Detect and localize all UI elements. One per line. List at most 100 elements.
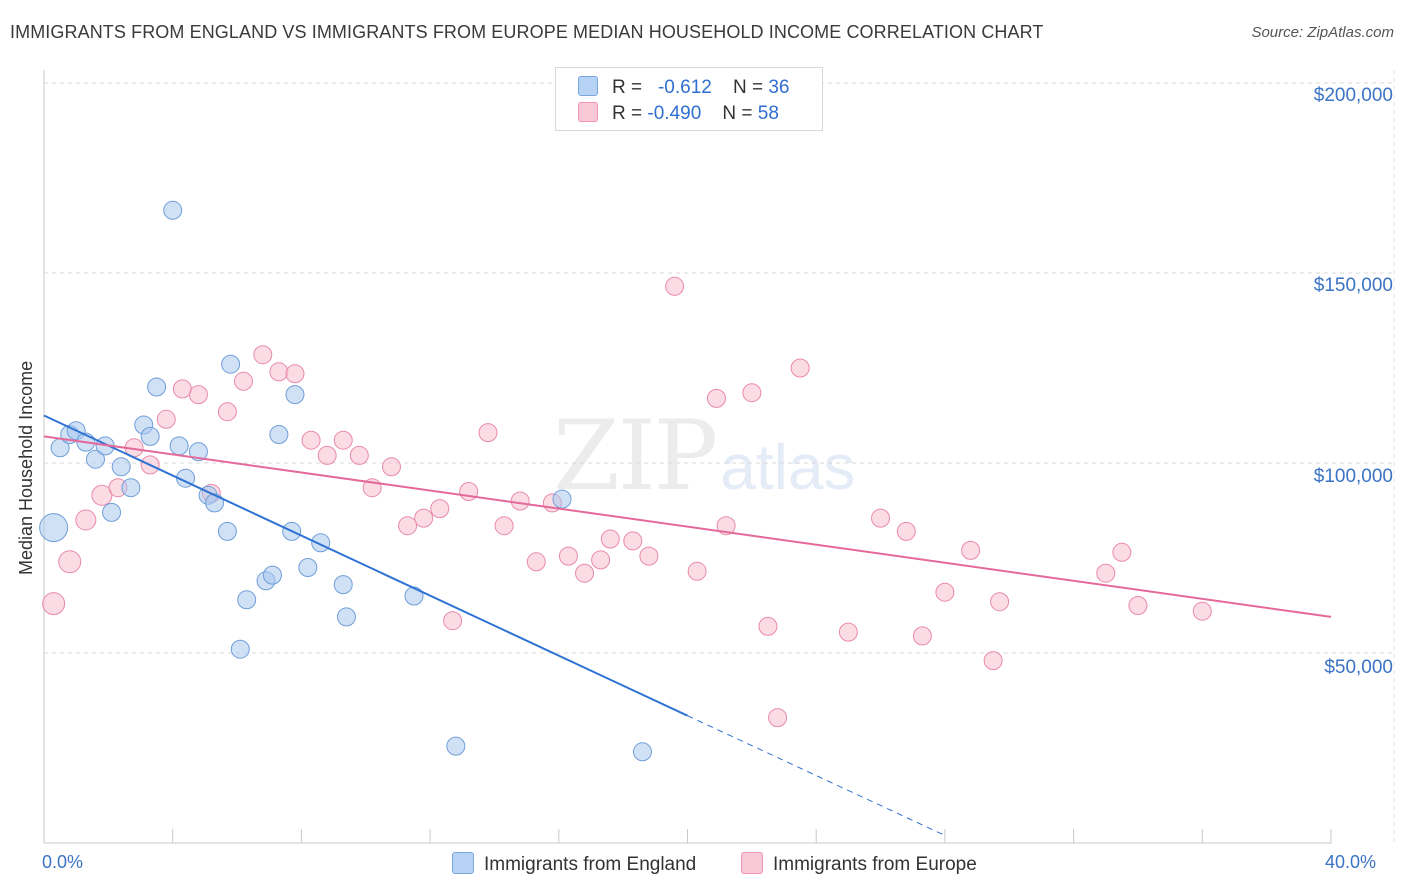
europe-point <box>706 388 726 408</box>
y-axis-label: Median Household Income <box>16 360 36 575</box>
england-n-label: N = <box>732 77 764 98</box>
england-point <box>632 742 652 762</box>
england-point <box>333 575 353 595</box>
europe-point <box>871 508 891 528</box>
gridlines <box>44 70 1395 843</box>
trend-lines <box>43 414 1332 836</box>
europe-point <box>838 622 858 642</box>
europe-point <box>961 540 981 560</box>
england-point <box>446 736 466 756</box>
europe-n-value: 58 <box>757 103 779 124</box>
europe-point <box>1112 542 1132 562</box>
england-point <box>237 590 257 610</box>
legend-item-europe: Immigrants from Europe <box>741 852 977 876</box>
england-point <box>39 513 69 543</box>
europe-point <box>443 611 463 631</box>
europe-point <box>188 385 208 405</box>
england-n-value: 36 <box>768 77 790 98</box>
europe-point <box>558 546 578 566</box>
y-tick-50000: $50,000 <box>1324 657 1393 678</box>
europe-point <box>478 423 498 443</box>
watermark-atlas: atlas <box>720 431 856 503</box>
europe-point <box>742 383 762 403</box>
england-point <box>121 478 141 498</box>
europe-point <box>1192 601 1212 621</box>
europe-point <box>575 563 595 583</box>
europe-point <box>58 550 82 574</box>
europe-point <box>790 358 810 378</box>
england-points <box>39 200 652 762</box>
england-point <box>404 586 424 606</box>
england-point <box>221 354 241 374</box>
watermark: ZIPatlas <box>553 400 855 512</box>
england-point <box>262 565 282 585</box>
england-point <box>140 426 160 446</box>
europe-point <box>430 499 450 519</box>
legend-item-england: Immigrants from England <box>452 852 696 876</box>
europe-point <box>526 552 546 572</box>
europe-r-value: -0.490 <box>647 103 702 124</box>
europe-point <box>285 364 305 384</box>
england-point <box>205 493 225 513</box>
england-point <box>85 449 105 469</box>
europe-point <box>935 582 955 602</box>
europe-point <box>349 445 369 465</box>
europe-point <box>768 708 788 728</box>
england-point <box>111 457 131 477</box>
europe-point <box>269 362 289 382</box>
europe-trend-line <box>43 435 1332 618</box>
europe-point <box>42 592 66 616</box>
europe-point <box>301 430 321 450</box>
europe-point <box>600 529 620 549</box>
x-tick-min: 0.0% <box>42 852 84 872</box>
england-point <box>230 639 250 659</box>
europe-point <box>172 379 192 399</box>
europe-point <box>510 491 530 511</box>
europe-point <box>758 616 778 636</box>
europe-point <box>665 276 685 296</box>
watermark-zip: ZIP <box>553 400 718 512</box>
england-point <box>336 607 356 627</box>
legend-row-england: R = -0.612 N = 36 <box>578 76 789 100</box>
europe-point <box>1096 563 1116 583</box>
europe-swatch <box>578 102 598 122</box>
england-point <box>285 385 305 405</box>
legend-europe-label: Immigrants from Europe <box>773 854 977 875</box>
legend-england-swatch <box>452 852 474 874</box>
europe-r-label: R = <box>612 103 643 124</box>
england-r-value: -0.612 <box>657 77 712 98</box>
europe-point <box>317 445 337 465</box>
europe-point <box>639 546 659 566</box>
legend-england-label: Immigrants from England <box>484 854 697 875</box>
england-point <box>552 489 572 509</box>
england-point <box>188 442 208 462</box>
england-point <box>298 558 318 577</box>
europe-point <box>414 508 434 528</box>
europe-point <box>91 484 113 506</box>
europe-point <box>983 651 1003 671</box>
england-point <box>269 425 289 444</box>
europe-point <box>687 561 707 581</box>
legend-europe-swatch <box>741 852 763 874</box>
europe-point <box>896 521 916 541</box>
source-label: Source: ZipAtlas.com <box>1251 24 1394 41</box>
europe-point <box>591 550 611 570</box>
legend-row-europe: R = -0.490 N = 58 <box>578 102 779 126</box>
europe-point <box>75 509 97 531</box>
europe-point <box>623 531 643 551</box>
england-point <box>163 200 183 220</box>
x-tick-max: 40.0% <box>1325 852 1377 872</box>
y-tick-100000: $100,000 <box>1313 466 1393 487</box>
europe-point <box>233 371 253 391</box>
chart-title: IMMIGRANTS FROM ENGLAND VS IMMIGRANTS FR… <box>10 22 1044 42</box>
europe-point <box>912 626 932 646</box>
y-tick-200000: $200,000 <box>1313 85 1393 106</box>
england-trend-line <box>43 414 688 717</box>
europe-point <box>990 592 1010 612</box>
stats-legend: R = -0.612 N = 36 R = -0.490 N = 58 <box>555 67 823 131</box>
europe-n-label: N = <box>722 103 753 124</box>
europe-point <box>156 409 176 429</box>
europe-point <box>217 402 237 422</box>
england-r-label: R = <box>612 77 643 98</box>
